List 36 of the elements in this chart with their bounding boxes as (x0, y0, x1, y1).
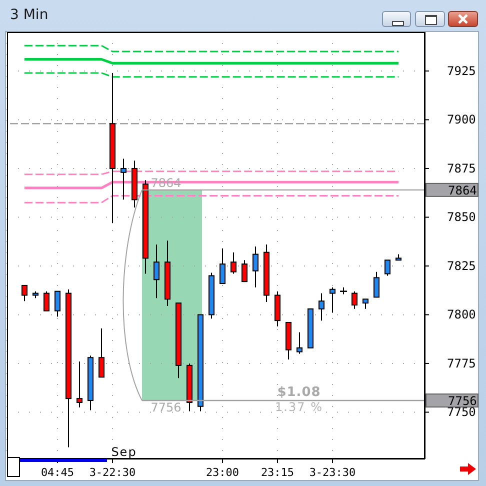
y-tick-label: 7825 (447, 258, 476, 273)
annotation: 1.37 % (275, 400, 323, 414)
annotation: Sep (111, 445, 137, 459)
candlestick (22, 284, 28, 302)
annotation: $1.08 (277, 385, 321, 400)
candlestick (76, 361, 82, 408)
candlestick (362, 298, 368, 310)
ref-line-label: 7864 (448, 183, 477, 198)
y-tick-label: 7775 (447, 356, 476, 370)
candlestick (154, 244, 160, 299)
candlestick (220, 248, 226, 284)
candlestick (374, 271, 380, 298)
candlestick (252, 246, 258, 288)
candlestick (352, 290, 358, 310)
candlestick (330, 286, 336, 314)
candlestick (54, 290, 60, 318)
y-tick-label: 7900 (447, 112, 476, 127)
candlestick (318, 292, 324, 322)
x-tick-label: 3-23:30 (309, 466, 356, 479)
candlestick (242, 260, 248, 282)
y-tick-label: 7925 (447, 64, 476, 78)
candlestick (384, 260, 390, 276)
chart-title: 3 Min (10, 7, 48, 23)
y-tick-label: 7850 (447, 210, 476, 224)
candlestick (296, 332, 302, 354)
candlestick (44, 290, 50, 312)
x-tick-label: 04:45 (40, 466, 74, 479)
x-tick-label: 3-22:30 (89, 466, 136, 479)
y-tick-label: 7800 (447, 308, 476, 322)
x-tick-label: 23:15 (260, 466, 294, 479)
candlestick (120, 158, 126, 200)
y-tick-label: 7875 (447, 161, 476, 176)
candlestick (230, 252, 236, 274)
annotation: 7756 (150, 400, 182, 415)
candlestick (98, 328, 104, 378)
x-tick-label: 23:00 (206, 466, 240, 479)
